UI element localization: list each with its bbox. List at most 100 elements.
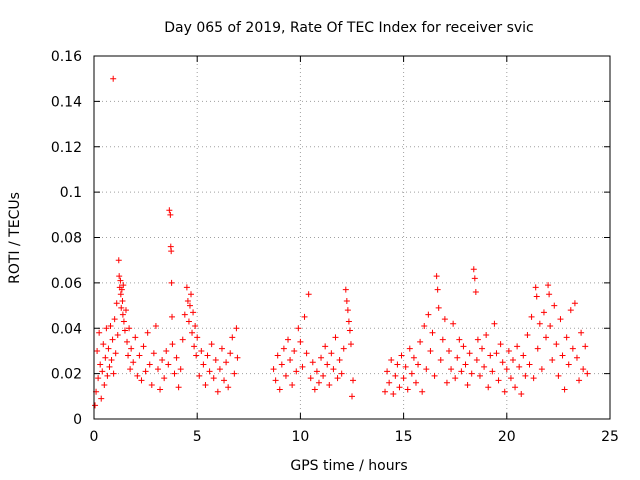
data-point (110, 370, 117, 377)
data-point (388, 357, 395, 364)
data-point (571, 300, 578, 307)
data-point (276, 386, 283, 393)
data-point (307, 375, 314, 382)
data-point (107, 322, 114, 329)
data-point (108, 357, 115, 364)
data-point (520, 352, 527, 359)
data-point (272, 377, 279, 384)
data-point (144, 329, 151, 336)
data-point (336, 357, 343, 364)
y-tick-label: 0.06 (51, 276, 82, 292)
data-point (309, 359, 316, 366)
data-point (218, 345, 225, 352)
data-point (464, 381, 471, 388)
data-point (346, 327, 353, 334)
data-point (473, 357, 480, 364)
data-point (120, 282, 127, 289)
data-point (526, 361, 533, 368)
data-point (299, 363, 306, 370)
data-point (128, 345, 135, 352)
data-point (106, 363, 113, 370)
data-point (501, 388, 508, 395)
grid (94, 56, 610, 419)
x-tick-label: 20 (498, 429, 516, 445)
data-point (345, 318, 352, 325)
data-point (196, 372, 203, 379)
data-point (127, 366, 134, 373)
data-point (338, 370, 345, 377)
data-point (111, 316, 118, 323)
data-points (92, 75, 591, 409)
data-point (193, 352, 200, 359)
data-point (167, 211, 174, 218)
data-point (334, 375, 341, 382)
data-point (524, 332, 531, 339)
data-point (313, 368, 320, 375)
data-point (119, 298, 126, 305)
data-point (136, 352, 143, 359)
data-point (231, 370, 238, 377)
data-point (580, 366, 587, 373)
data-point (169, 313, 176, 320)
data-point (481, 363, 488, 370)
data-point (318, 354, 325, 361)
data-point (194, 334, 201, 341)
data-point (421, 322, 428, 329)
data-point (175, 384, 182, 391)
data-point (485, 384, 492, 391)
data-point (140, 343, 147, 350)
y-tick-label: 0.08 (51, 231, 82, 247)
data-point (227, 350, 234, 357)
data-point (460, 343, 467, 350)
data-point (390, 391, 397, 398)
data-point (204, 352, 211, 359)
data-point (417, 338, 424, 345)
data-point (330, 366, 337, 373)
data-point (113, 300, 120, 307)
data-point (505, 347, 512, 354)
data-point (200, 361, 207, 368)
data-point (287, 357, 294, 364)
data-point (278, 361, 285, 368)
data-point (410, 354, 417, 361)
data-point (118, 286, 125, 293)
data-point (332, 334, 339, 341)
data-point (109, 336, 116, 343)
data-point (112, 350, 119, 357)
data-point (221, 377, 228, 384)
data-point (122, 307, 129, 314)
data-point (229, 334, 236, 341)
x-tick-label: 25 (601, 429, 619, 445)
data-point (546, 291, 553, 298)
data-point (404, 386, 411, 393)
x-axis-label: GPS time / hours (290, 458, 407, 474)
data-point (512, 384, 519, 391)
data-point (301, 313, 308, 320)
data-point (386, 379, 393, 386)
data-point (297, 338, 304, 345)
data-point (536, 320, 543, 327)
data-point (184, 298, 191, 305)
data-point (495, 377, 502, 384)
data-point (138, 377, 145, 384)
data-point (119, 311, 126, 318)
data-point (497, 341, 504, 348)
data-point (208, 341, 215, 348)
data-point (400, 375, 407, 382)
data-point (99, 368, 106, 375)
data-point (547, 322, 554, 329)
x-tick-label: 0 (90, 429, 99, 445)
data-point (491, 320, 498, 327)
y-tick-label: 0.1 (60, 185, 82, 201)
data-point (157, 386, 164, 393)
data-point (458, 368, 465, 375)
data-point (382, 388, 389, 395)
data-point (471, 275, 478, 282)
data-point (423, 366, 430, 373)
data-point (545, 282, 552, 289)
data-point (384, 368, 391, 375)
data-point (563, 334, 570, 341)
data-point (578, 329, 585, 336)
data-point (569, 345, 576, 352)
